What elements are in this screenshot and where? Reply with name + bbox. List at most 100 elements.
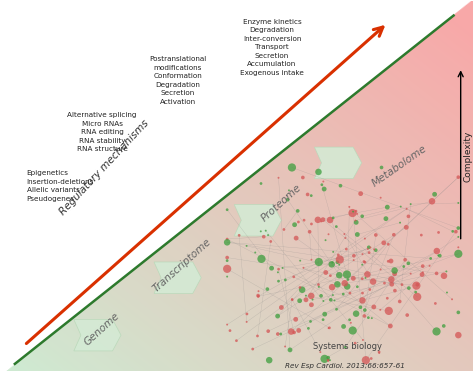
Point: [339, 291, 347, 297]
Point: [391, 267, 399, 273]
Point: [365, 244, 373, 250]
Point: [295, 327, 302, 333]
Point: [223, 322, 231, 328]
Point: [401, 257, 409, 263]
Point: [255, 288, 262, 294]
Point: [243, 243, 250, 249]
Point: [341, 231, 348, 237]
Point: [343, 272, 351, 278]
Text: Metabolome: Metabolome: [370, 143, 428, 188]
Point: [455, 234, 462, 240]
Point: [335, 252, 342, 258]
Point: [364, 272, 371, 278]
Text: Proteome: Proteome: [259, 182, 303, 223]
Point: [318, 182, 326, 188]
Point: [397, 203, 404, 209]
Point: [326, 217, 334, 223]
Point: [329, 215, 337, 221]
Point: [226, 328, 234, 334]
Point: [325, 325, 332, 331]
Point: [317, 293, 325, 299]
Point: [343, 283, 351, 289]
Point: [298, 287, 306, 293]
Point: [435, 230, 442, 235]
Text: Alternative splicing
Micro RNAs
RNA editing
RNA stability
RNA structure: Alternative splicing Micro RNAs RNA edit…: [67, 112, 137, 152]
Point: [308, 221, 315, 227]
Point: [275, 175, 283, 181]
Point: [407, 201, 414, 207]
Point: [383, 204, 391, 210]
Point: [326, 357, 334, 363]
Point: [295, 219, 302, 225]
Point: [350, 253, 358, 259]
Point: [383, 295, 391, 301]
Point: [352, 208, 360, 214]
Point: [254, 333, 261, 339]
Point: [307, 318, 314, 324]
Point: [378, 164, 385, 170]
Point: [275, 278, 283, 284]
Point: [280, 227, 288, 232]
Point: [402, 224, 410, 230]
Point: [223, 254, 231, 260]
Point: [405, 214, 412, 219]
Point: [315, 169, 322, 175]
Point: [344, 276, 352, 282]
Point: [326, 325, 333, 331]
Point: [380, 240, 388, 246]
Point: [322, 270, 329, 276]
Point: [352, 218, 359, 224]
Point: [265, 357, 273, 363]
Point: [264, 286, 271, 292]
Point: [418, 272, 426, 278]
Point: [354, 231, 361, 237]
Point: [391, 271, 399, 277]
Point: [377, 195, 384, 201]
Point: [403, 206, 410, 212]
Point: [407, 271, 414, 277]
Text: Rev Esp Cardiol. 2013;66:657-61: Rev Esp Cardiol. 2013;66:657-61: [285, 363, 405, 369]
Point: [351, 340, 359, 346]
Polygon shape: [234, 205, 282, 236]
Point: [360, 259, 368, 264]
Point: [325, 231, 332, 237]
Point: [387, 258, 395, 264]
Point: [356, 304, 364, 310]
Point: [384, 241, 392, 247]
Point: [336, 272, 343, 278]
Point: [358, 276, 366, 282]
Point: [443, 289, 451, 295]
Point: [243, 311, 251, 317]
Point: [223, 266, 231, 272]
Point: [306, 229, 313, 235]
Point: [223, 258, 231, 264]
Point: [274, 313, 282, 319]
Point: [370, 304, 378, 310]
Text: Enzyme kinetics
Degradation
Inter-conversion
Transport
Secretion
Accumulation
Ex: Enzyme kinetics Degradation Inter-conver…: [240, 19, 304, 76]
Point: [443, 269, 450, 275]
Point: [333, 306, 340, 312]
Point: [268, 265, 275, 271]
Point: [274, 269, 282, 275]
Point: [285, 187, 293, 193]
Point: [284, 197, 292, 203]
Point: [376, 307, 384, 313]
Point: [267, 238, 274, 244]
Point: [455, 251, 462, 257]
Point: [286, 347, 294, 353]
Point: [361, 235, 369, 241]
Point: [317, 349, 324, 355]
Point: [329, 249, 337, 255]
Point: [308, 257, 315, 263]
Point: [287, 328, 295, 334]
Point: [352, 219, 360, 225]
Point: [243, 319, 250, 325]
Point: [264, 232, 272, 238]
Point: [315, 282, 322, 288]
Point: [386, 323, 394, 329]
Point: [279, 265, 286, 271]
Point: [315, 259, 323, 265]
Point: [419, 263, 427, 269]
Point: [275, 266, 283, 272]
Point: [455, 332, 462, 338]
